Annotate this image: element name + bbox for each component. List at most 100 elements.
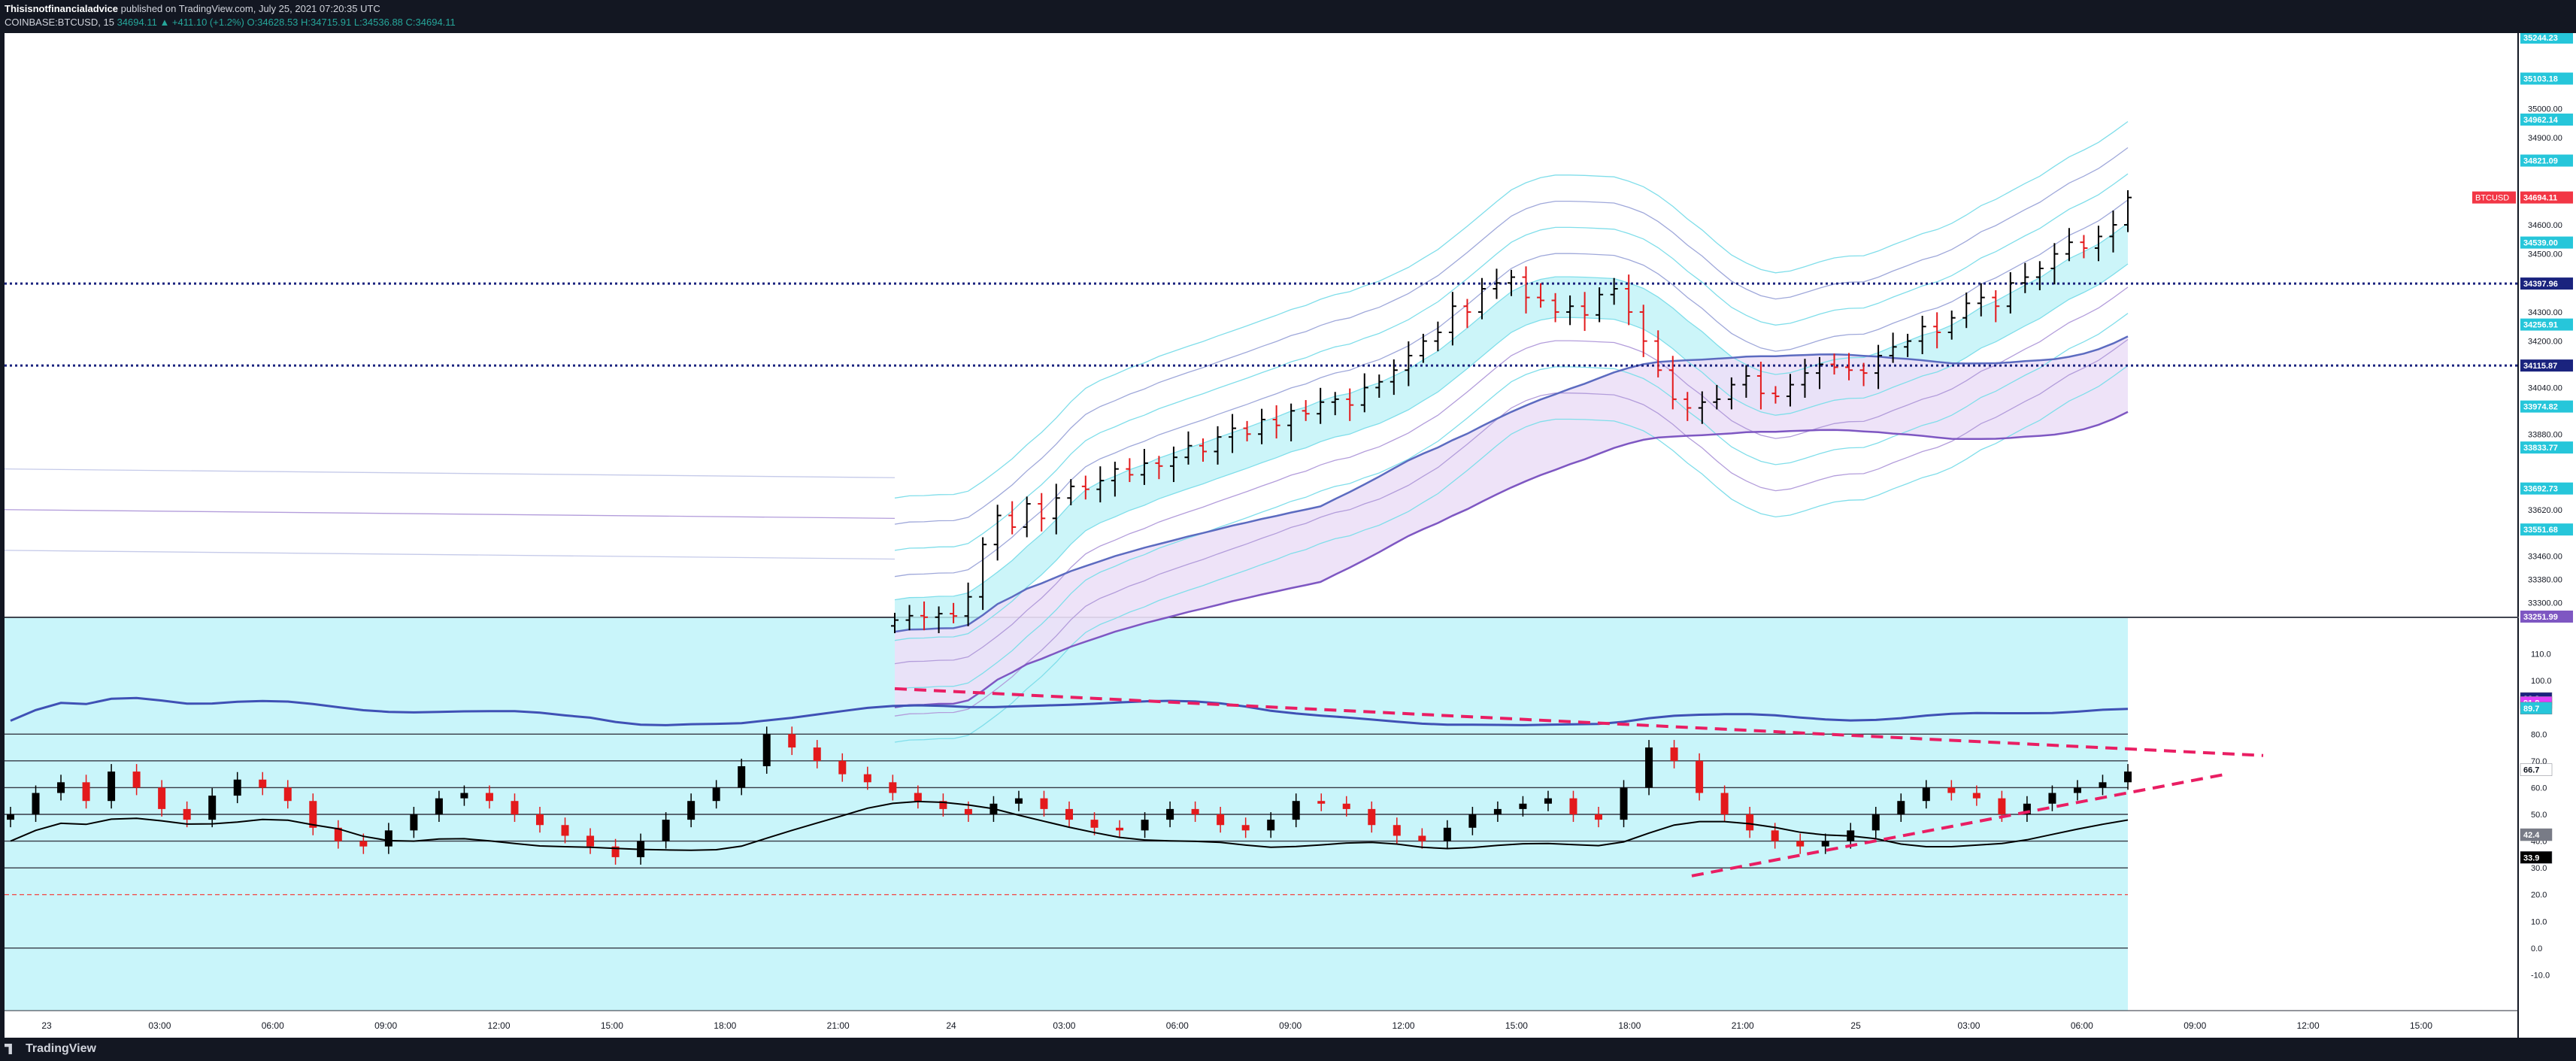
price-tag-bg bbox=[2520, 277, 2573, 290]
price-tick-label: 33380.00 bbox=[2528, 576, 2562, 585]
rsi-candle-body bbox=[259, 779, 267, 788]
rsi-candle-body bbox=[813, 747, 821, 761]
rsi-candle-body bbox=[1217, 814, 1225, 826]
rsi-candle-body bbox=[1519, 803, 1527, 809]
rsi-candle-body bbox=[1191, 808, 1199, 814]
rsi-candle-body bbox=[1670, 747, 1678, 761]
time-tick-label: 15:00 bbox=[1505, 1020, 1528, 1031]
rsi-candle-body bbox=[1720, 793, 1729, 814]
rsi-candle-body bbox=[1241, 825, 1250, 831]
oscillator-tag-label: 89.7 bbox=[2523, 705, 2539, 714]
publish-info: Thisisnotfinancialadvice published on Tr… bbox=[5, 3, 380, 14]
price-tag-bg bbox=[2520, 33, 2573, 44]
price-tag-label: 35244.23 bbox=[2523, 34, 2558, 43]
rsi-candle-body bbox=[1468, 814, 1477, 828]
time-tick-label: 12:00 bbox=[2297, 1020, 2320, 1031]
rsi-candle-body bbox=[1368, 808, 1376, 826]
oscillator-tag-bg bbox=[2520, 702, 2553, 715]
rsi-candle-body bbox=[132, 771, 141, 788]
price-tag-bg bbox=[2520, 236, 2573, 249]
price-tag-bg bbox=[2520, 611, 2573, 623]
rsi-candle-body bbox=[1746, 814, 1754, 831]
upper-envelope-line bbox=[894, 147, 2129, 525]
rsi-candle-body bbox=[1166, 808, 1174, 820]
price-tick-label: 34500.00 bbox=[2528, 250, 2562, 259]
slow-lower-line bbox=[894, 411, 2129, 708]
price-tag-bg bbox=[2520, 482, 2573, 495]
time-tick-label: 03:00 bbox=[148, 1020, 171, 1031]
rsi-candle-body bbox=[1393, 825, 1401, 836]
rsi-candle-body bbox=[788, 734, 796, 748]
chart-canvas[interactable]: 35000.0034900.0034820.0034600.0034500.00… bbox=[0, 33, 2576, 1038]
rsi-candle-body bbox=[32, 793, 40, 814]
oscillator-tick-label: 100.0 bbox=[2531, 677, 2552, 686]
rsi-candle-body bbox=[2073, 787, 2081, 793]
rsi-candle-body bbox=[1493, 808, 1502, 814]
rsi-candle-body bbox=[511, 801, 519, 814]
upper-envelope-line bbox=[894, 173, 2129, 551]
symbol-title[interactable]: COINBASE:BTCUSD, 15 bbox=[5, 17, 114, 28]
tradingview-logo-icon bbox=[5, 1044, 12, 1054]
rsi-candle-body bbox=[2048, 793, 2056, 804]
rsi-candle-body bbox=[1040, 798, 1048, 809]
rsi-candle-body bbox=[2023, 803, 2031, 814]
price-tag-label: 34256.91 bbox=[2523, 321, 2558, 330]
symbol-tag-bg bbox=[2472, 191, 2516, 204]
rsi-candle-body bbox=[485, 793, 493, 802]
rsi-candle-body bbox=[108, 771, 116, 802]
time-tick-label: 21:00 bbox=[827, 1020, 850, 1031]
tradingview-logo[interactable]: TradingView bbox=[5, 1042, 96, 1056]
rsi-candle-body bbox=[914, 793, 922, 802]
support-trendline bbox=[1691, 772, 2226, 878]
lower-envelope-line bbox=[894, 338, 2129, 717]
upper-envelope-line bbox=[894, 121, 2129, 499]
rsi-candle-body bbox=[183, 808, 191, 820]
rsi-candle-body bbox=[1972, 793, 1980, 799]
rsi-candle-body bbox=[1771, 830, 1779, 841]
rsi-candle-body bbox=[158, 787, 166, 809]
author-name[interactable]: Thisisnotfinancialadvice bbox=[5, 3, 118, 14]
rsi-candle-body bbox=[7, 814, 14, 820]
price-axis-border bbox=[2517, 33, 2519, 1038]
rsi-candle-body bbox=[536, 814, 544, 826]
rsi-candle-body bbox=[1821, 841, 1829, 847]
rsi-candle-body bbox=[82, 782, 90, 802]
rsi-candle-body bbox=[762, 734, 771, 766]
rsi-candle-body bbox=[611, 846, 620, 857]
rsi-candle-body bbox=[1569, 798, 1577, 814]
resistance-trendline bbox=[894, 687, 2264, 757]
rsi-candle-body bbox=[939, 801, 947, 809]
oscillator-tag-bg bbox=[2520, 828, 2553, 841]
rsi-candle-body bbox=[838, 760, 847, 775]
rsi-candle-body bbox=[889, 782, 897, 793]
oscillator-tick-label: 50.0 bbox=[2531, 811, 2547, 820]
rsi-candle-body bbox=[1696, 760, 1704, 793]
oscillator-tick-label: 30.0 bbox=[2531, 864, 2547, 873]
price-tag-label: 35103.18 bbox=[2523, 75, 2558, 84]
rsi-candle-body bbox=[662, 820, 670, 841]
rsi-candle-body bbox=[1922, 787, 1930, 802]
rsi-candle-body bbox=[1141, 820, 1149, 831]
lower-envelope-line bbox=[894, 286, 2129, 665]
price-tag-label: 34539.00 bbox=[2523, 239, 2558, 248]
rsi-candle-body bbox=[1418, 835, 1426, 841]
price-tag-label: 33551.68 bbox=[2523, 526, 2558, 535]
rsi-candle-body bbox=[964, 808, 972, 814]
oscillator-tag-label: 42.4 bbox=[2523, 831, 2540, 840]
price-tag-bg bbox=[2520, 400, 2573, 413]
rsi-candle-body bbox=[435, 798, 443, 814]
rsi-candle-body bbox=[334, 827, 342, 841]
price-tag-label: 34694.11 bbox=[2523, 194, 2557, 203]
price-tag-label: 33974.82 bbox=[2523, 403, 2558, 412]
price-tag-label: 33833.77 bbox=[2523, 444, 2558, 453]
price-tag-bg bbox=[2520, 154, 2573, 167]
price-tag-bg bbox=[2520, 114, 2573, 126]
time-tick-label: 23 bbox=[41, 1020, 52, 1031]
lower-envelope-line bbox=[894, 313, 2129, 691]
price-tick-label: 34200.00 bbox=[2528, 338, 2562, 347]
price-tick-label: 33300.00 bbox=[2528, 599, 2562, 608]
rsi-candle-body bbox=[1342, 803, 1350, 809]
time-tick-label: 18:00 bbox=[714, 1020, 736, 1031]
oscillator-tick-label: 80.0 bbox=[2531, 730, 2547, 739]
rsi-candle-body bbox=[283, 787, 292, 802]
